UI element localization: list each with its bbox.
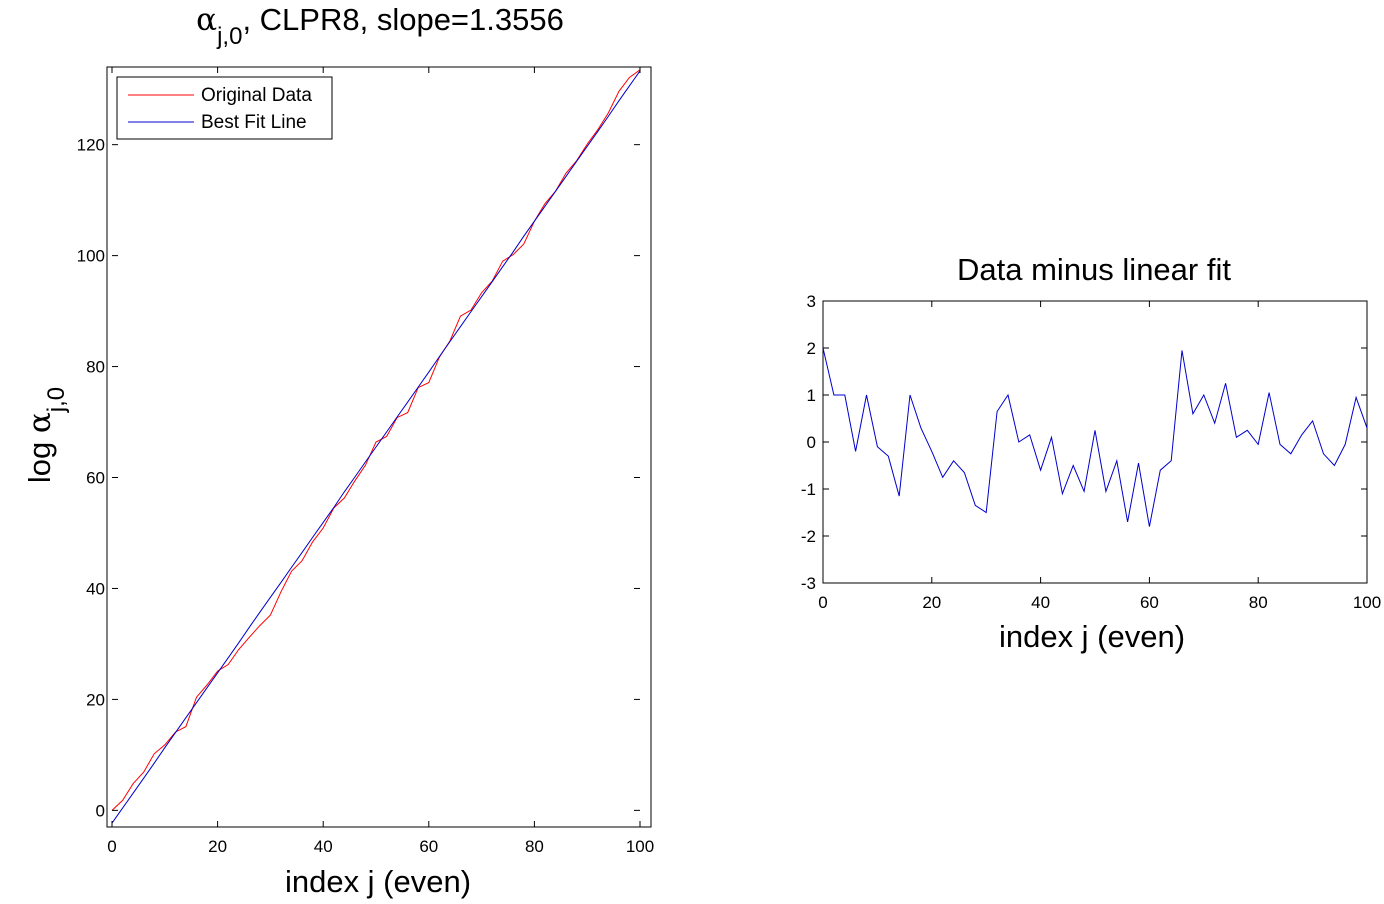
right-x-tick-label: 40	[1031, 593, 1050, 612]
left-y-tick-label: 80	[86, 358, 105, 377]
right-y-tick-label: 1	[807, 386, 816, 405]
left-subplot: αj,0, CLPR8, slope=1.3556 0 20 40 60 80 100 0…	[22, 2, 654, 899]
legend-label-best-fit-line: Best Fit Line	[201, 112, 307, 133]
left-x-tick-label: 20	[208, 837, 227, 856]
left-plot-area	[106, 66, 652, 828]
legend: Original Data Best Fit Line	[116, 76, 333, 140]
right-series-group	[822, 347, 1368, 527]
left-y-tick-label: 0	[96, 801, 105, 820]
left-x-tick-label: 60	[419, 837, 438, 856]
right-y-tick-label: 3	[807, 292, 816, 311]
right-subplot: Data minus linear fit 0 20 40 60 80 100 -3-2-…	[801, 252, 1381, 654]
left-x-tick-label: 100	[626, 837, 654, 856]
left-y-axis-label: log αj,0	[22, 387, 70, 483]
right-y-tick-label: -2	[801, 527, 816, 546]
left-x-tick-label: 80	[525, 837, 544, 856]
right-y-ticks: -3 -2 -1 0 1 2 3	[801, 292, 1367, 593]
left-x-tick-label: 40	[314, 837, 333, 856]
right-x-tick-label: 100	[1353, 593, 1381, 612]
left-y-tick-label: 120	[77, 136, 105, 155]
left-x-ticks: 0 20 40 60 80 100	[107, 67, 654, 856]
left-series-group	[111, 69, 641, 824]
left-series-line-0	[111, 69, 641, 811]
right-plot-title: Data minus linear fit	[957, 252, 1231, 287]
right-y-tick-label: 0	[807, 433, 816, 452]
left-x-axis-label: index j (even)	[285, 864, 471, 899]
left-series-line-1	[111, 70, 641, 824]
right-y-tick-label: -1	[801, 480, 816, 499]
left-x-tick-label: 0	[107, 837, 116, 856]
right-x-ticks: 0 20 40 60 80 100	[818, 301, 1381, 612]
right-plot-area	[822, 300, 1368, 584]
right-y-tick-label: 2	[807, 339, 816, 358]
right-x-tick-label: 80	[1249, 593, 1268, 612]
legend-box	[116, 76, 333, 140]
left-y-tick-label: 40	[86, 579, 105, 598]
left-y-tick-label: 60	[86, 469, 105, 488]
left-plot-title: αj,0, CLPR8, slope=1.3556	[196, 2, 564, 50]
left-y-tick-label: 100	[77, 247, 105, 266]
right-y-tick-label: -3	[801, 574, 816, 593]
legend-label-original-data: Original Data	[201, 85, 312, 106]
left-y-ticks: 0 20 40 60 80 100 120	[77, 136, 640, 820]
right-x-axis-label: index j (even)	[999, 619, 1185, 654]
right-x-tick-label: 60	[1140, 593, 1159, 612]
left-y-tick-label: 20	[86, 690, 105, 709]
right-x-tick-label: 0	[818, 593, 827, 612]
right-x-tick-label: 20	[922, 593, 941, 612]
right-series-line-0	[822, 347, 1368, 527]
